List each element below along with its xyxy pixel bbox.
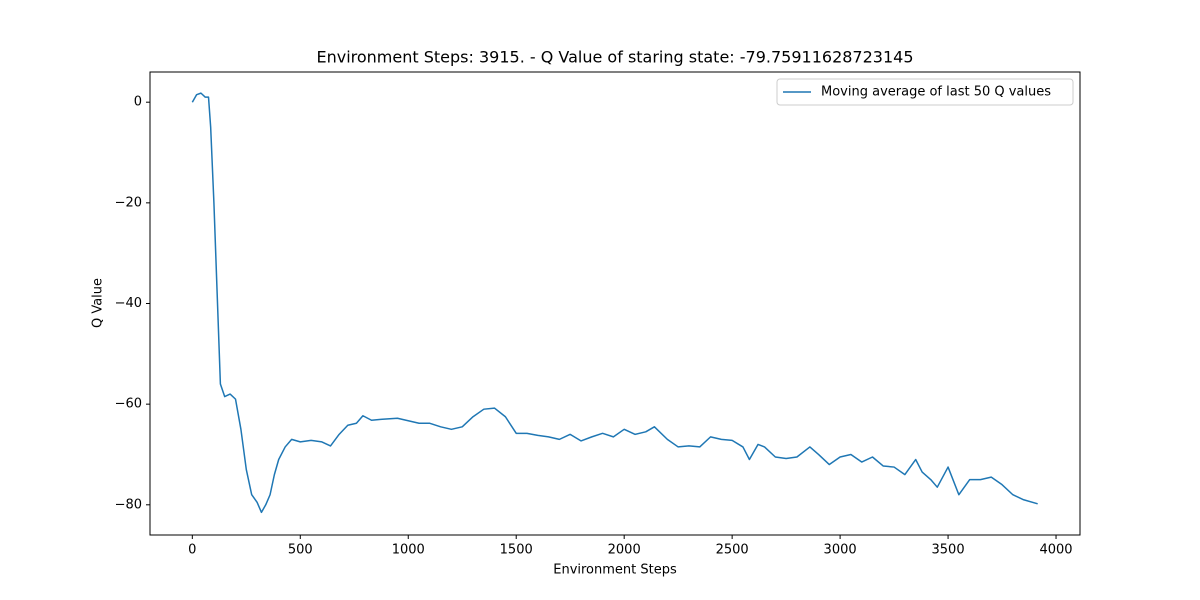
y-tick-label: −40 bbox=[115, 296, 142, 311]
x-tick-label: 4000 bbox=[1039, 543, 1072, 558]
y-tick-label: −80 bbox=[115, 497, 142, 512]
chart-title: Environment Steps: 3915. - Q Value of st… bbox=[316, 48, 913, 67]
line bbox=[191, 92, 1038, 514]
y-axis-label: Q Value bbox=[91, 278, 106, 328]
plot-frame bbox=[149, 71, 1081, 536]
x-tick-label: 2000 bbox=[608, 543, 641, 558]
legend-label: Moving average of last 50 Q values bbox=[821, 85, 1051, 100]
legend-box bbox=[776, 78, 1074, 106]
x-tick-label: 500 bbox=[288, 543, 313, 558]
y-tick-label: 0 bbox=[134, 95, 142, 110]
x-tick-label: 0 bbox=[188, 543, 196, 558]
x-axis-label: Environment Steps bbox=[553, 563, 677, 578]
x-tick-label: 1500 bbox=[500, 543, 533, 558]
y-tick-label: −20 bbox=[115, 195, 142, 210]
x-tick-label: 2500 bbox=[716, 543, 749, 558]
x-tick-label: 1000 bbox=[392, 543, 425, 558]
x-tick-label: 3500 bbox=[932, 543, 965, 558]
x-tick-label: 3000 bbox=[824, 543, 857, 558]
y-tick-label: −60 bbox=[115, 397, 142, 412]
